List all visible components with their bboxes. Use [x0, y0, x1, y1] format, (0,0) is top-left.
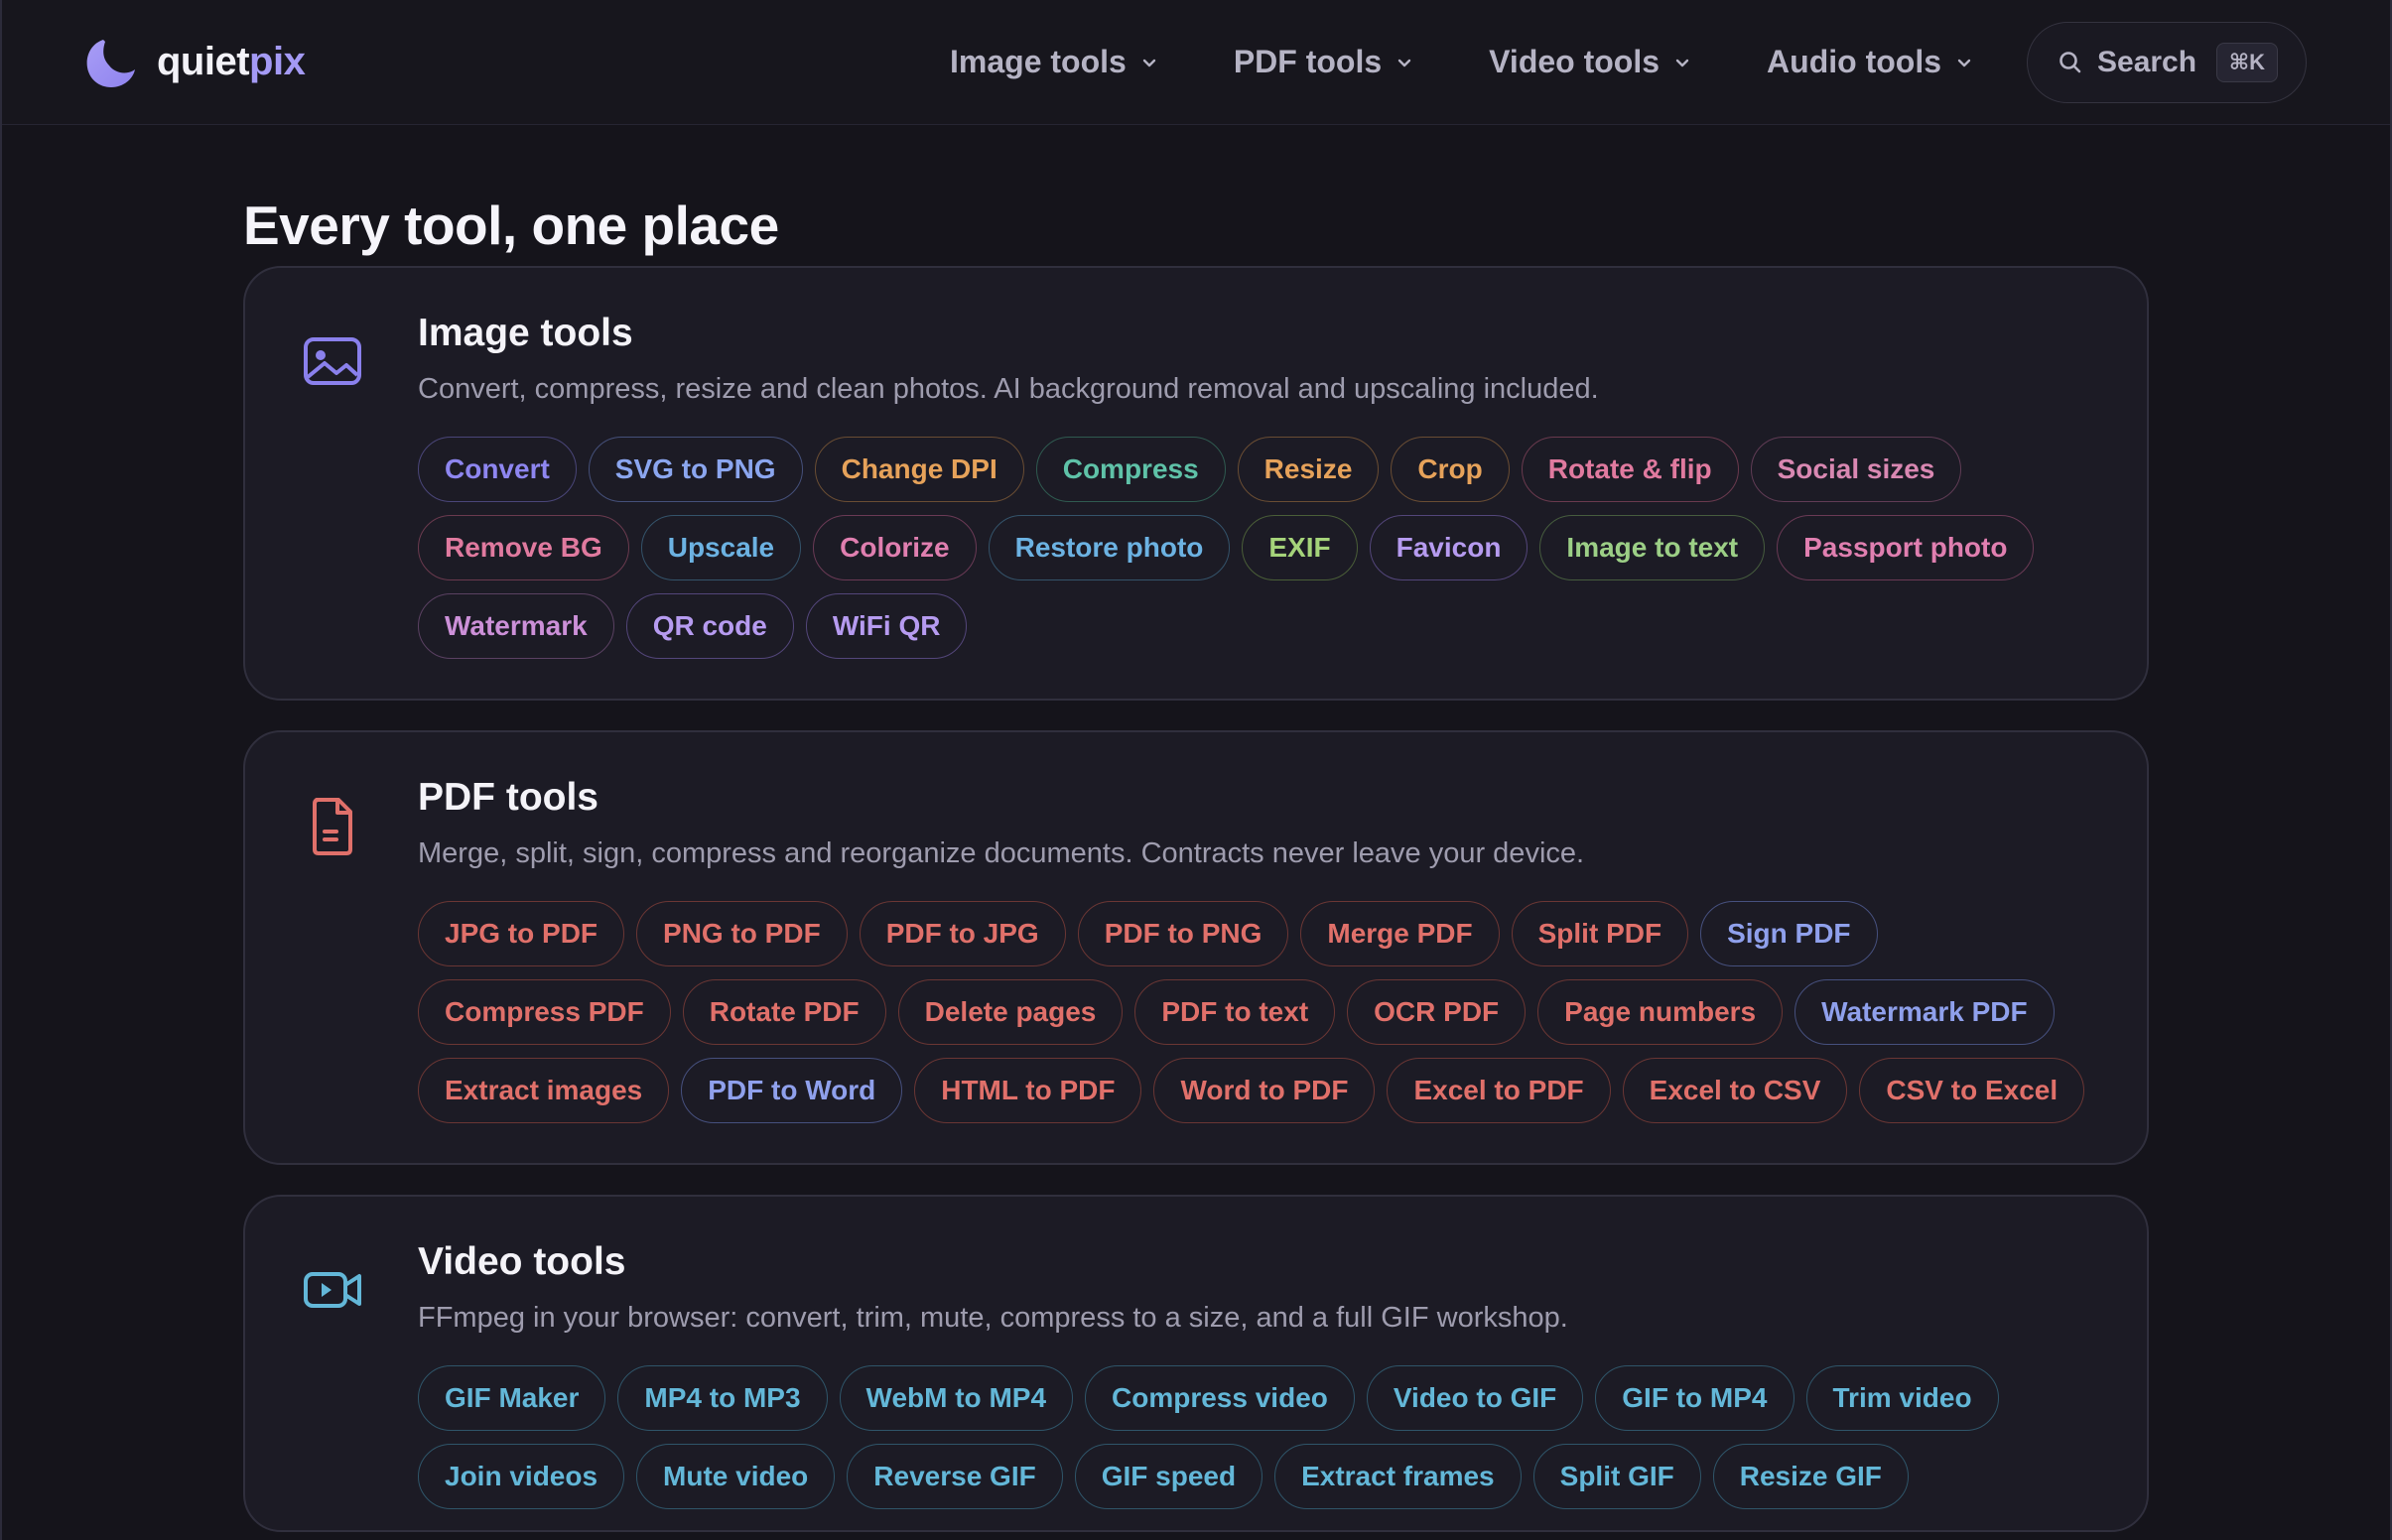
tool-chip-svg-to-png[interactable]: SVG to PNG: [588, 437, 803, 502]
moon-logo-icon: [86, 39, 135, 87]
tool-chip-compress-video[interactable]: Compress video: [1085, 1365, 1355, 1431]
tool-chip-split-pdf[interactable]: Split PDF: [1511, 901, 1689, 966]
section-title: Image tools: [418, 312, 633, 354]
tool-chip-upscale[interactable]: Upscale: [640, 515, 802, 580]
tool-chip-split-gif[interactable]: Split GIF: [1532, 1444, 1701, 1509]
tool-chip-pdf-to-jpg[interactable]: PDF to JPG: [859, 901, 1066, 966]
tool-chip-watermark[interactable]: Watermark: [418, 593, 614, 659]
tool-chip-sign-pdf[interactable]: Sign PDF: [1700, 901, 1878, 966]
tool-chip-crop[interactable]: Crop: [1391, 437, 1510, 502]
tool-chip-social-sizes[interactable]: Social sizes: [1750, 437, 1962, 502]
tool-chip-list: JPG to PDF PNG to PDF PDF to JPG PDF to …: [418, 901, 2125, 1123]
brand-name: quietpix: [157, 40, 306, 83]
tool-chip-jpg-to-pdf[interactable]: JPG to PDF: [418, 901, 625, 966]
pdf-tools-card: PDF tools Merge, split, sign, compress a…: [243, 730, 2149, 1165]
nav-audio-tools[interactable]: Audio tools: [1767, 44, 1973, 80]
tool-chip-list: Convert SVG to PNG Change DPI Compress R…: [418, 437, 2125, 659]
tool-chip-resize[interactable]: Resize: [1237, 437, 1380, 502]
chevron-down-icon: [1142, 59, 1156, 66]
tool-chip-exif[interactable]: EXIF: [1242, 515, 1358, 580]
tool-chip-favicon[interactable]: Favicon: [1369, 515, 1528, 580]
tool-chip-extract-frames[interactable]: Extract frames: [1274, 1444, 1522, 1509]
chevron-down-icon: [1675, 59, 1689, 66]
tool-chip-compress-pdf[interactable]: Compress PDF: [418, 979, 671, 1045]
tool-chip-html-to-pdf[interactable]: HTML to PDF: [914, 1058, 1142, 1123]
tool-chip-webm-to-mp4[interactable]: WebM to MP4: [839, 1365, 1074, 1431]
section-title: PDF tools: [418, 776, 598, 819]
tool-chip-change-dpi[interactable]: Change DPI: [814, 437, 1024, 502]
tool-chip-gif-maker[interactable]: GIF Maker: [418, 1365, 606, 1431]
nav-label: Video tools: [1489, 44, 1661, 79]
tool-chip-mp4-to-mp3[interactable]: MP4 to MP3: [617, 1365, 828, 1431]
tool-chip-pdf-to-text[interactable]: PDF to text: [1134, 979, 1336, 1045]
search-label: Search: [2097, 45, 2197, 78]
tool-chip-join-videos[interactable]: Join videos: [418, 1444, 625, 1509]
tool-chip-list: GIF Maker MP4 to MP3 WebM to MP4 Compres…: [418, 1365, 2125, 1509]
nav-label: Audio tools: [1767, 44, 1941, 79]
tool-chip-merge-pdf[interactable]: Merge PDF: [1300, 901, 1500, 966]
tool-chip-trim-video[interactable]: Trim video: [1805, 1365, 1999, 1431]
tool-chip-gif-to-mp4[interactable]: GIF to MP4: [1595, 1365, 1794, 1431]
tool-chip-wifi-qr[interactable]: WiFi QR: [805, 593, 968, 659]
document-icon: [313, 798, 352, 855]
tool-chip-page-numbers[interactable]: Page numbers: [1537, 979, 1784, 1045]
tool-chip-word-to-pdf[interactable]: Word to PDF: [1153, 1058, 1376, 1123]
main-nav: Image tools PDF tools Video tools Audio …: [950, 21, 2307, 103]
nav-label: PDF tools: [1233, 44, 1383, 79]
nav-pdf-tools[interactable]: PDF tools: [1234, 44, 1413, 80]
section-description: Merge, split, sign, compress and reorgan…: [418, 837, 1585, 869]
tool-chip-image-to-text[interactable]: Image to text: [1539, 515, 1766, 580]
main-content: Every tool, one place Image tools Conver…: [2, 171, 2150, 1532]
top-header: quietpix Image tools PDF tools Video too…: [2, 0, 2390, 125]
section-description: FFmpeg in your browser: convert, trim, m…: [418, 1302, 1568, 1334]
tool-chip-gif-speed[interactable]: GIF speed: [1074, 1444, 1263, 1509]
tool-chip-mute-video[interactable]: Mute video: [636, 1444, 836, 1509]
chevron-down-icon: [1957, 59, 1971, 66]
tool-chip-reverse-gif[interactable]: Reverse GIF: [847, 1444, 1063, 1509]
section-description: Convert, compress, resize and clean phot…: [418, 373, 1599, 405]
tool-chip-extract-images[interactable]: Extract images: [418, 1058, 670, 1123]
tool-chip-compress[interactable]: Compress: [1035, 437, 1226, 502]
tool-chip-convert[interactable]: Convert: [418, 437, 577, 502]
tool-chip-remove-bg[interactable]: Remove BG: [418, 515, 629, 580]
video-camera-icon: [304, 1272, 361, 1308]
tool-chip-restore-photo[interactable]: Restore photo: [988, 515, 1231, 580]
search-icon: [2060, 51, 2081, 72]
page-title: Every tool, one place: [243, 194, 779, 256]
tool-chip-ocr-pdf[interactable]: OCR PDF: [1347, 979, 1527, 1045]
tool-chip-rotate-flip[interactable]: Rotate & flip: [1521, 437, 1739, 502]
nav-image-tools[interactable]: Image tools: [950, 44, 1158, 80]
tool-chip-passport-photo[interactable]: Passport photo: [1777, 515, 2035, 580]
image-tools-card: Image tools Convert, compress, resize an…: [243, 266, 2149, 701]
tool-chip-colorize[interactable]: Colorize: [813, 515, 977, 580]
tool-chip-video-to-gif[interactable]: Video to GIF: [1366, 1365, 1584, 1431]
tool-chip-resize-gif[interactable]: Resize GIF: [1712, 1444, 1909, 1509]
tool-chip-rotate-pdf[interactable]: Rotate PDF: [682, 979, 886, 1045]
video-tools-card: Video tools FFmpeg in your browser: conv…: [243, 1195, 2149, 1532]
tool-chip-pdf-to-png[interactable]: PDF to PNG: [1077, 901, 1289, 966]
tool-chip-pdf-to-word[interactable]: PDF to Word: [681, 1058, 903, 1123]
tool-chip-csv-to-excel[interactable]: CSV to Excel: [1859, 1058, 2085, 1123]
tool-chip-qr-code[interactable]: QR code: [625, 593, 794, 659]
tool-chip-excel-to-csv[interactable]: Excel to CSV: [1622, 1058, 1848, 1123]
search-button[interactable]: Search ⌘K: [2027, 21, 2307, 103]
tool-chip-watermark-pdf[interactable]: Watermark PDF: [1794, 979, 2055, 1045]
nav-label: Image tools: [950, 44, 1127, 79]
image-icon: [304, 337, 361, 385]
tool-chip-png-to-pdf[interactable]: PNG to PDF: [636, 901, 848, 966]
section-title: Video tools: [418, 1240, 626, 1283]
chevron-down-icon: [1397, 59, 1411, 66]
tool-chip-excel-to-pdf[interactable]: Excel to PDF: [1387, 1058, 1611, 1123]
nav-video-tools[interactable]: Video tools: [1489, 44, 1691, 80]
keyboard-shortcut-badge: ⌘K: [2215, 42, 2278, 82]
tool-chip-delete-pages[interactable]: Delete pages: [897, 979, 1124, 1045]
brand-logo-link[interactable]: quietpix: [83, 36, 306, 89]
